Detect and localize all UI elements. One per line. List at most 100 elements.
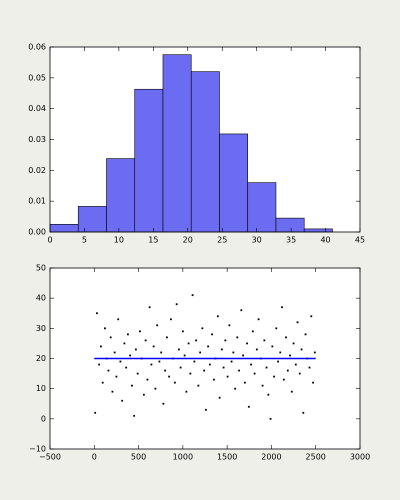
scatter-point: [152, 345, 155, 348]
y-tick-label: 0: [41, 414, 46, 423]
scatter-point: [282, 378, 285, 381]
scatter-point: [150, 363, 153, 366]
scatter-point: [271, 345, 274, 348]
scatter-point: [158, 360, 161, 363]
x-tick-label: 10: [114, 236, 124, 245]
scatter-point: [212, 378, 215, 381]
scatter-point: [168, 375, 171, 378]
scatter-point: [257, 318, 260, 321]
scatter-point: [193, 360, 196, 363]
scatter-point: [300, 348, 303, 351]
scatter-point: [119, 360, 122, 363]
scatter-point: [279, 351, 282, 354]
scatter-point: [277, 360, 279, 363]
x-tick-label: 3000: [350, 453, 370, 462]
scatter-point: [298, 372, 301, 375]
scatter-point: [228, 324, 231, 327]
scatter-point: [127, 333, 129, 336]
scatter-point: [304, 333, 307, 336]
scatter-point: [204, 408, 207, 411]
scatter-point: [154, 387, 157, 390]
scatter-point: [226, 375, 229, 378]
scatter-point: [302, 411, 305, 414]
scatter-point: [207, 345, 209, 348]
y-tick-label: 30: [36, 324, 46, 333]
hist-bar: [162, 54, 192, 233]
scatter-point: [238, 369, 240, 372]
y-tick-label: 50: [36, 264, 46, 273]
x-tick-label: 1000: [173, 453, 193, 462]
scatter-point: [261, 384, 264, 387]
y-tick-label: 0.02: [28, 166, 46, 175]
x-tick-label: 35: [286, 236, 296, 245]
x-tick-label: 1500: [217, 453, 237, 462]
scatter-point: [177, 348, 180, 351]
x-tick-label: 2500: [306, 453, 326, 462]
scatter-point: [189, 372, 192, 375]
y-tick-label: 20: [36, 354, 46, 363]
scatter-point: [146, 378, 149, 381]
scatter-point: [183, 354, 186, 357]
scatter-point: [263, 339, 266, 342]
scatter-point: [211, 333, 213, 336]
scatter-point: [243, 381, 246, 384]
y-tick-label: 0.01: [28, 197, 46, 206]
scatter-point: [173, 381, 176, 384]
scatter-point: [246, 342, 248, 345]
scatter-point: [242, 354, 244, 357]
scatter-point: [218, 396, 221, 399]
x-tick-label: 5: [82, 236, 87, 245]
scatter-point: [181, 330, 184, 333]
scatter-point: [133, 414, 136, 417]
scatter-point: [286, 369, 289, 372]
scatter-point: [129, 354, 132, 357]
scatter-point: [290, 390, 293, 393]
scatter-point: [195, 339, 198, 342]
y-tick-label: 0.06: [28, 43, 46, 52]
x-tick-label: 30: [252, 236, 262, 245]
hist-bar: [219, 133, 249, 233]
hist-bar: [77, 206, 107, 233]
scatter-point: [203, 369, 206, 372]
hist-bar: [106, 158, 136, 233]
y-tick-label: 10: [36, 384, 46, 393]
scatter-point: [208, 363, 211, 366]
scatter-point: [125, 366, 128, 369]
x-tick-label: 0: [47, 236, 52, 245]
scatter-point: [121, 399, 124, 402]
scatter-point: [94, 411, 97, 414]
scatter-point: [179, 366, 182, 369]
scatter-point: [104, 327, 106, 330]
scatter-point: [313, 351, 316, 354]
scatter-point: [113, 351, 116, 354]
scatter-point: [191, 294, 194, 297]
x-tick-label: 40: [320, 236, 330, 245]
scatter-point: [187, 342, 190, 345]
hist-bar: [247, 182, 277, 233]
scatter-point: [170, 318, 172, 321]
scatter-point: [240, 309, 243, 312]
scatter-point: [156, 324, 159, 327]
y-tick-label: 40: [36, 294, 46, 303]
x-tick-label: 500: [131, 453, 146, 462]
scatter-point: [292, 342, 295, 345]
scatter-point: [230, 360, 233, 363]
hist-bar: [190, 71, 220, 233]
scatter-point: [232, 351, 235, 354]
scatter-point: [101, 381, 104, 384]
y-tick-label: 0.04: [28, 104, 46, 113]
scatter-point: [160, 351, 163, 354]
y-tick-label: 0.05: [28, 73, 46, 82]
scatter-point: [96, 312, 98, 315]
scatter-point: [310, 315, 313, 318]
hist-bar: [303, 228, 333, 233]
hist-bar: [134, 88, 164, 233]
x-tick-label: 25: [217, 236, 227, 245]
x-tick-label: 2000: [261, 453, 281, 462]
scatter-point: [251, 330, 254, 333]
x-tick-label: −500: [39, 453, 61, 462]
scatter-point: [289, 354, 291, 357]
scatter-point: [100, 345, 102, 348]
